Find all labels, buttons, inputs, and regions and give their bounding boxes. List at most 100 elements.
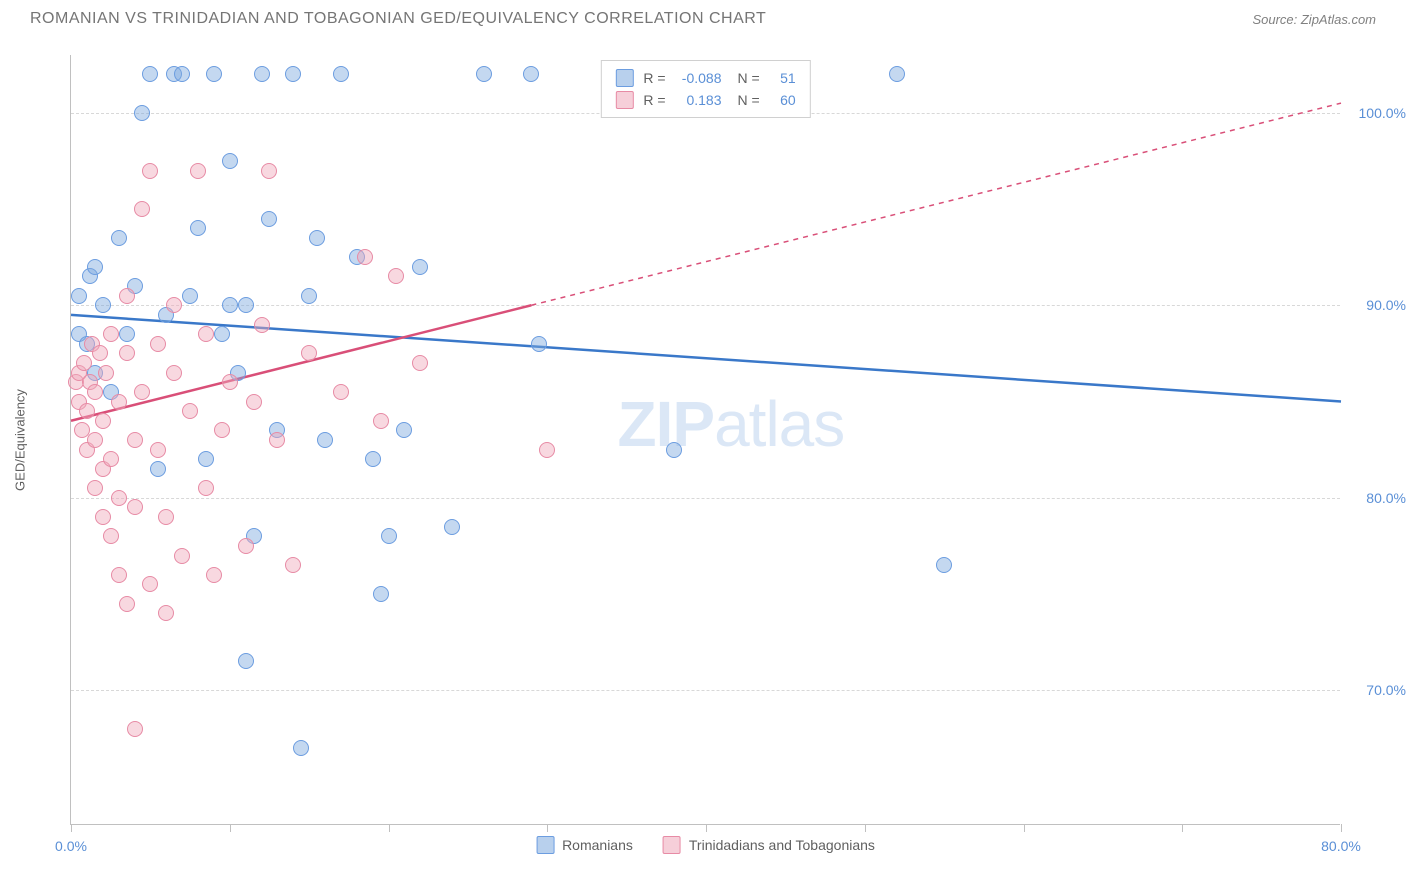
data-point — [381, 528, 397, 544]
data-point — [190, 220, 206, 236]
plot-area: ZIPatlas R = -0.088 N = 51 R = 0.183 N =… — [70, 55, 1340, 825]
data-point — [111, 490, 127, 506]
data-point — [76, 355, 92, 371]
data-point — [92, 345, 108, 361]
data-point — [174, 66, 190, 82]
data-point — [134, 201, 150, 217]
data-point — [150, 442, 166, 458]
data-point — [388, 268, 404, 284]
x-tick — [547, 824, 548, 832]
y-tick-label: 80.0% — [1366, 490, 1406, 506]
data-point — [87, 384, 103, 400]
data-point — [539, 442, 555, 458]
data-point — [238, 538, 254, 554]
data-point — [254, 317, 270, 333]
data-point — [269, 432, 285, 448]
x-tick — [71, 824, 72, 832]
data-point — [261, 211, 277, 227]
data-point — [198, 451, 214, 467]
data-point — [190, 163, 206, 179]
data-point — [531, 336, 547, 352]
data-point — [134, 384, 150, 400]
data-point — [95, 509, 111, 525]
data-point — [396, 422, 412, 438]
data-point — [95, 297, 111, 313]
swatch-pink-icon — [663, 836, 681, 854]
data-point — [222, 374, 238, 390]
data-point — [206, 66, 222, 82]
data-point — [317, 432, 333, 448]
legend-item-romanians: Romanians — [536, 836, 633, 854]
y-tick-label: 100.0% — [1359, 105, 1406, 121]
data-point — [523, 66, 539, 82]
data-point — [357, 249, 373, 265]
data-point — [444, 519, 460, 535]
data-point — [174, 548, 190, 564]
data-point — [103, 326, 119, 342]
data-point — [206, 567, 222, 583]
n-value-pink: 60 — [766, 89, 796, 111]
data-point — [246, 394, 262, 410]
data-point — [127, 499, 143, 515]
source-attribution: Source: ZipAtlas.com — [1252, 12, 1376, 27]
data-point — [127, 721, 143, 737]
data-point — [182, 288, 198, 304]
x-tick — [389, 824, 390, 832]
data-point — [95, 413, 111, 429]
data-point — [889, 66, 905, 82]
data-point — [119, 345, 135, 361]
x-tick — [1024, 824, 1025, 832]
data-point — [158, 605, 174, 621]
chart-container: GED/Equivalency ZIPatlas R = -0.088 N = … — [50, 55, 1370, 825]
data-point — [285, 557, 301, 573]
r-value-blue: -0.088 — [672, 67, 722, 89]
data-point — [111, 230, 127, 246]
data-point — [98, 365, 114, 381]
data-point — [373, 413, 389, 429]
data-point — [936, 557, 952, 573]
data-point — [87, 480, 103, 496]
data-point — [333, 66, 349, 82]
y-axis-label: GED/Equivalency — [13, 389, 28, 491]
r-value-pink: 0.183 — [672, 89, 722, 111]
y-tick-label: 70.0% — [1366, 682, 1406, 698]
x-tick — [865, 824, 866, 832]
data-point — [365, 451, 381, 467]
data-point — [166, 297, 182, 313]
data-point — [285, 66, 301, 82]
data-point — [142, 163, 158, 179]
data-point — [103, 451, 119, 467]
legend-row-pink: R = 0.183 N = 60 — [615, 89, 795, 111]
data-point — [301, 288, 317, 304]
data-point — [87, 432, 103, 448]
data-point — [71, 288, 87, 304]
gridline — [71, 305, 1340, 306]
data-point — [182, 403, 198, 419]
x-tick-label: 80.0% — [1321, 838, 1361, 854]
data-point — [301, 345, 317, 361]
n-value-blue: 51 — [766, 67, 796, 89]
data-point — [254, 66, 270, 82]
data-point — [261, 163, 277, 179]
data-point — [158, 509, 174, 525]
data-point — [198, 480, 214, 496]
legend-row-blue: R = -0.088 N = 51 — [615, 67, 795, 89]
gridline — [71, 690, 1340, 691]
data-point — [214, 326, 230, 342]
data-point — [87, 259, 103, 275]
data-point — [103, 528, 119, 544]
data-point — [412, 259, 428, 275]
data-point — [238, 297, 254, 313]
swatch-blue — [615, 69, 633, 87]
data-point — [666, 442, 682, 458]
data-point — [150, 461, 166, 477]
x-tick — [1182, 824, 1183, 832]
data-point — [142, 66, 158, 82]
swatch-pink — [615, 91, 633, 109]
data-point — [333, 384, 349, 400]
data-point — [119, 288, 135, 304]
data-point — [142, 576, 158, 592]
data-point — [412, 355, 428, 371]
x-tick — [230, 824, 231, 832]
legend-item-trinidadians: Trinidadians and Tobagonians — [663, 836, 875, 854]
